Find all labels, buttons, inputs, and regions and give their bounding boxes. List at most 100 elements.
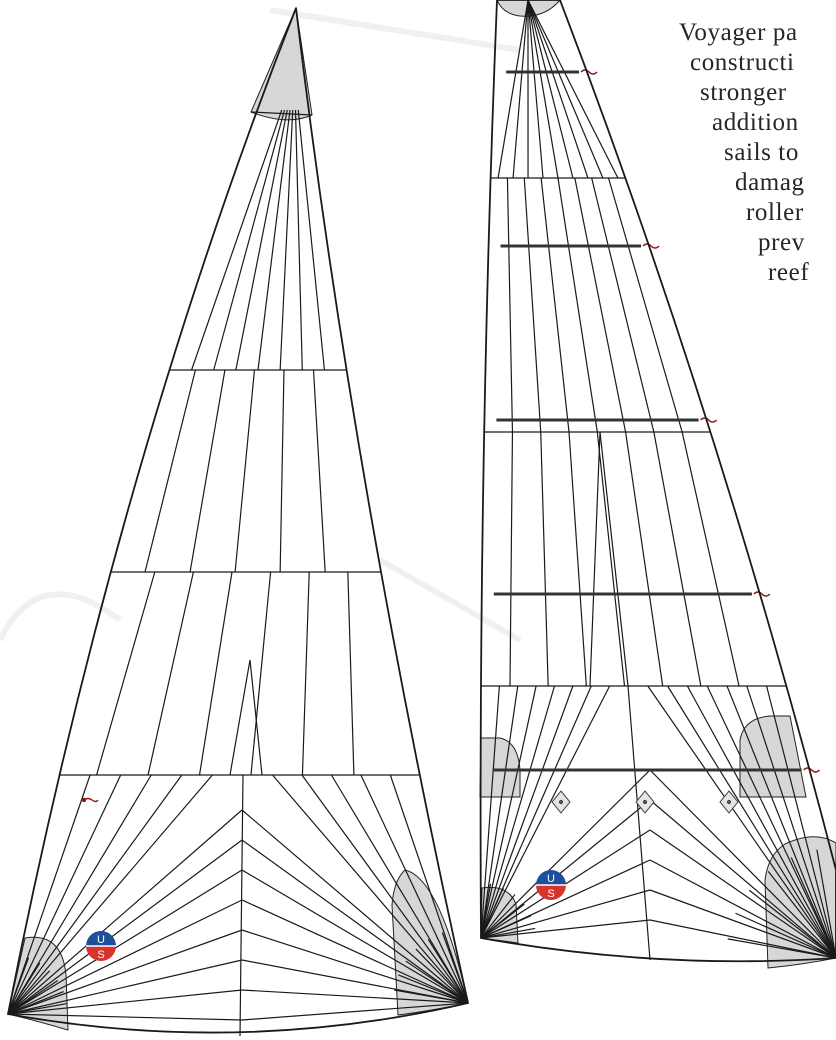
- clew-patch-seam: [735, 912, 836, 959]
- tack-patch-seam: [7, 990, 64, 1015]
- tack-patch-seam: [480, 915, 532, 939]
- genoa-tell-tale: [81, 797, 99, 803]
- vertical-panel-seam: [198, 571, 233, 776]
- voyager-sail: U S: [479, 0, 836, 969]
- genoa-sail: U S: [6, 6, 470, 1037]
- reef-tell-tale: [753, 591, 771, 597]
- vertical-panel-seam: [568, 431, 587, 687]
- tack-fan-seam: [480, 685, 500, 939]
- head-radial-seam: [497, 0, 529, 179]
- vertical-panel-seam: [596, 431, 626, 687]
- tack-radial-seam: [480, 889, 651, 939]
- clew-patch-seam: [816, 849, 836, 959]
- head-radial-seam: [527, 0, 619, 179]
- center-seam: [627, 685, 651, 961]
- head-radial-seam: [527, 0, 544, 179]
- voyager-outline: [479, 0, 836, 963]
- reef-cringle-eye: [726, 799, 732, 805]
- genoa-outline: [6, 7, 470, 1034]
- vertical-panel-seam: [250, 571, 272, 776]
- head-radial-seam: [527, 0, 604, 179]
- tack-fan-seam: [480, 685, 611, 939]
- tack-patch-seam: [7, 1002, 68, 1015]
- clew-radial-seam: [241, 899, 469, 1004]
- genoa-logo-icon: U S: [86, 931, 116, 961]
- vertical-panel-seam: [506, 177, 514, 433]
- tack-radial-seam: [7, 899, 243, 1015]
- logo-top-letter: U: [547, 873, 555, 885]
- vertical-panel-seam: [509, 431, 514, 687]
- vertical-panel-seam: [523, 177, 542, 433]
- head-radial-seam: [294, 109, 303, 371]
- clew-radial-seam: [241, 869, 469, 1004]
- tack-fan-seam: [480, 685, 519, 939]
- tack-fan-seam: [7, 774, 183, 1015]
- vertical-panel-seam: [95, 571, 156, 776]
- reef-tell-tale: [803, 767, 821, 773]
- voyager-seams: [480, 0, 836, 961]
- head-radial-seam: [279, 109, 294, 371]
- reef-tell-tale: [700, 417, 718, 423]
- clew-fan-seam: [726, 685, 836, 959]
- tack-radial-seam: [7, 839, 243, 1015]
- vertical-panel-seam: [624, 431, 664, 687]
- head-radial-seam: [527, 0, 589, 179]
- clew-radial-seam: [649, 919, 836, 959]
- tack-patch-seam: [7, 957, 30, 1015]
- tack-patch-seam: [480, 903, 525, 939]
- center-seam: [239, 774, 244, 1037]
- tack-fan-seam: [480, 685, 537, 939]
- head-radial-seam: [190, 109, 283, 371]
- genoa-seams: [7, 109, 469, 1037]
- vertical-panel-seam: [147, 571, 194, 776]
- tack-radial-seam: [480, 769, 651, 939]
- head-radial-seam: [527, 0, 574, 179]
- clew-patch-seam: [405, 960, 469, 1004]
- clew-patch-seam: [767, 870, 836, 959]
- head-radial-seam: [512, 0, 529, 179]
- tri-radial-seam: [249, 659, 263, 776]
- clew-fan-seam: [686, 685, 836, 959]
- clew-fan-seam: [360, 774, 469, 1004]
- clew-patch-seam: [790, 857, 836, 959]
- tack-radial-seam: [7, 929, 243, 1015]
- logo-top-letter: U: [97, 934, 105, 946]
- vertical-panel-seam: [557, 177, 598, 433]
- voyager-reef-lines: [492, 70, 802, 772]
- vertical-panel-seam: [347, 571, 355, 776]
- tack-radial-seam: [7, 989, 243, 1015]
- clew-fan-seam: [706, 685, 836, 959]
- clew-radial-seam: [649, 799, 836, 959]
- head-radial-seam: [257, 109, 291, 371]
- vertical-panel-seam: [607, 177, 683, 433]
- tack-fan-seam: [480, 685, 574, 939]
- clew-patch-seam: [415, 948, 469, 1004]
- voyager-logo-icon: U S: [536, 870, 566, 900]
- clew-radial-seam: [241, 839, 469, 1004]
- background-watermark: [0, 7, 522, 643]
- tack-patch-seam: [480, 883, 492, 939]
- clew-fan-seam: [765, 685, 836, 959]
- tack-patch-seam: [7, 970, 51, 1015]
- voyager-reef-cringles: [551, 790, 739, 814]
- clew-patch-seam: [398, 974, 469, 1004]
- clew-fan-seam: [647, 685, 836, 959]
- vertical-panel-seam: [312, 369, 326, 573]
- head-radial-seam: [213, 109, 286, 371]
- vertical-panel-seam: [653, 431, 702, 687]
- clew-fan-seam: [272, 774, 469, 1004]
- vertical-panel-seam: [144, 369, 196, 573]
- head-radial-seam: [235, 109, 288, 371]
- head-radial-seam: [527, 0, 559, 179]
- vertical-panel-seam: [540, 177, 570, 433]
- logo-bottom-letter: S: [547, 888, 554, 900]
- vertical-panel-seam: [540, 431, 549, 687]
- tri-radial-seam: [229, 659, 251, 776]
- clew-radial-seam: [241, 809, 469, 1004]
- vertical-panel-seam: [189, 369, 226, 573]
- voyager-leech-patch: [739, 715, 807, 798]
- tack-radial-seam: [480, 919, 651, 939]
- clew-fan-seam: [389, 774, 469, 1004]
- vertical-panel-seam: [234, 369, 256, 573]
